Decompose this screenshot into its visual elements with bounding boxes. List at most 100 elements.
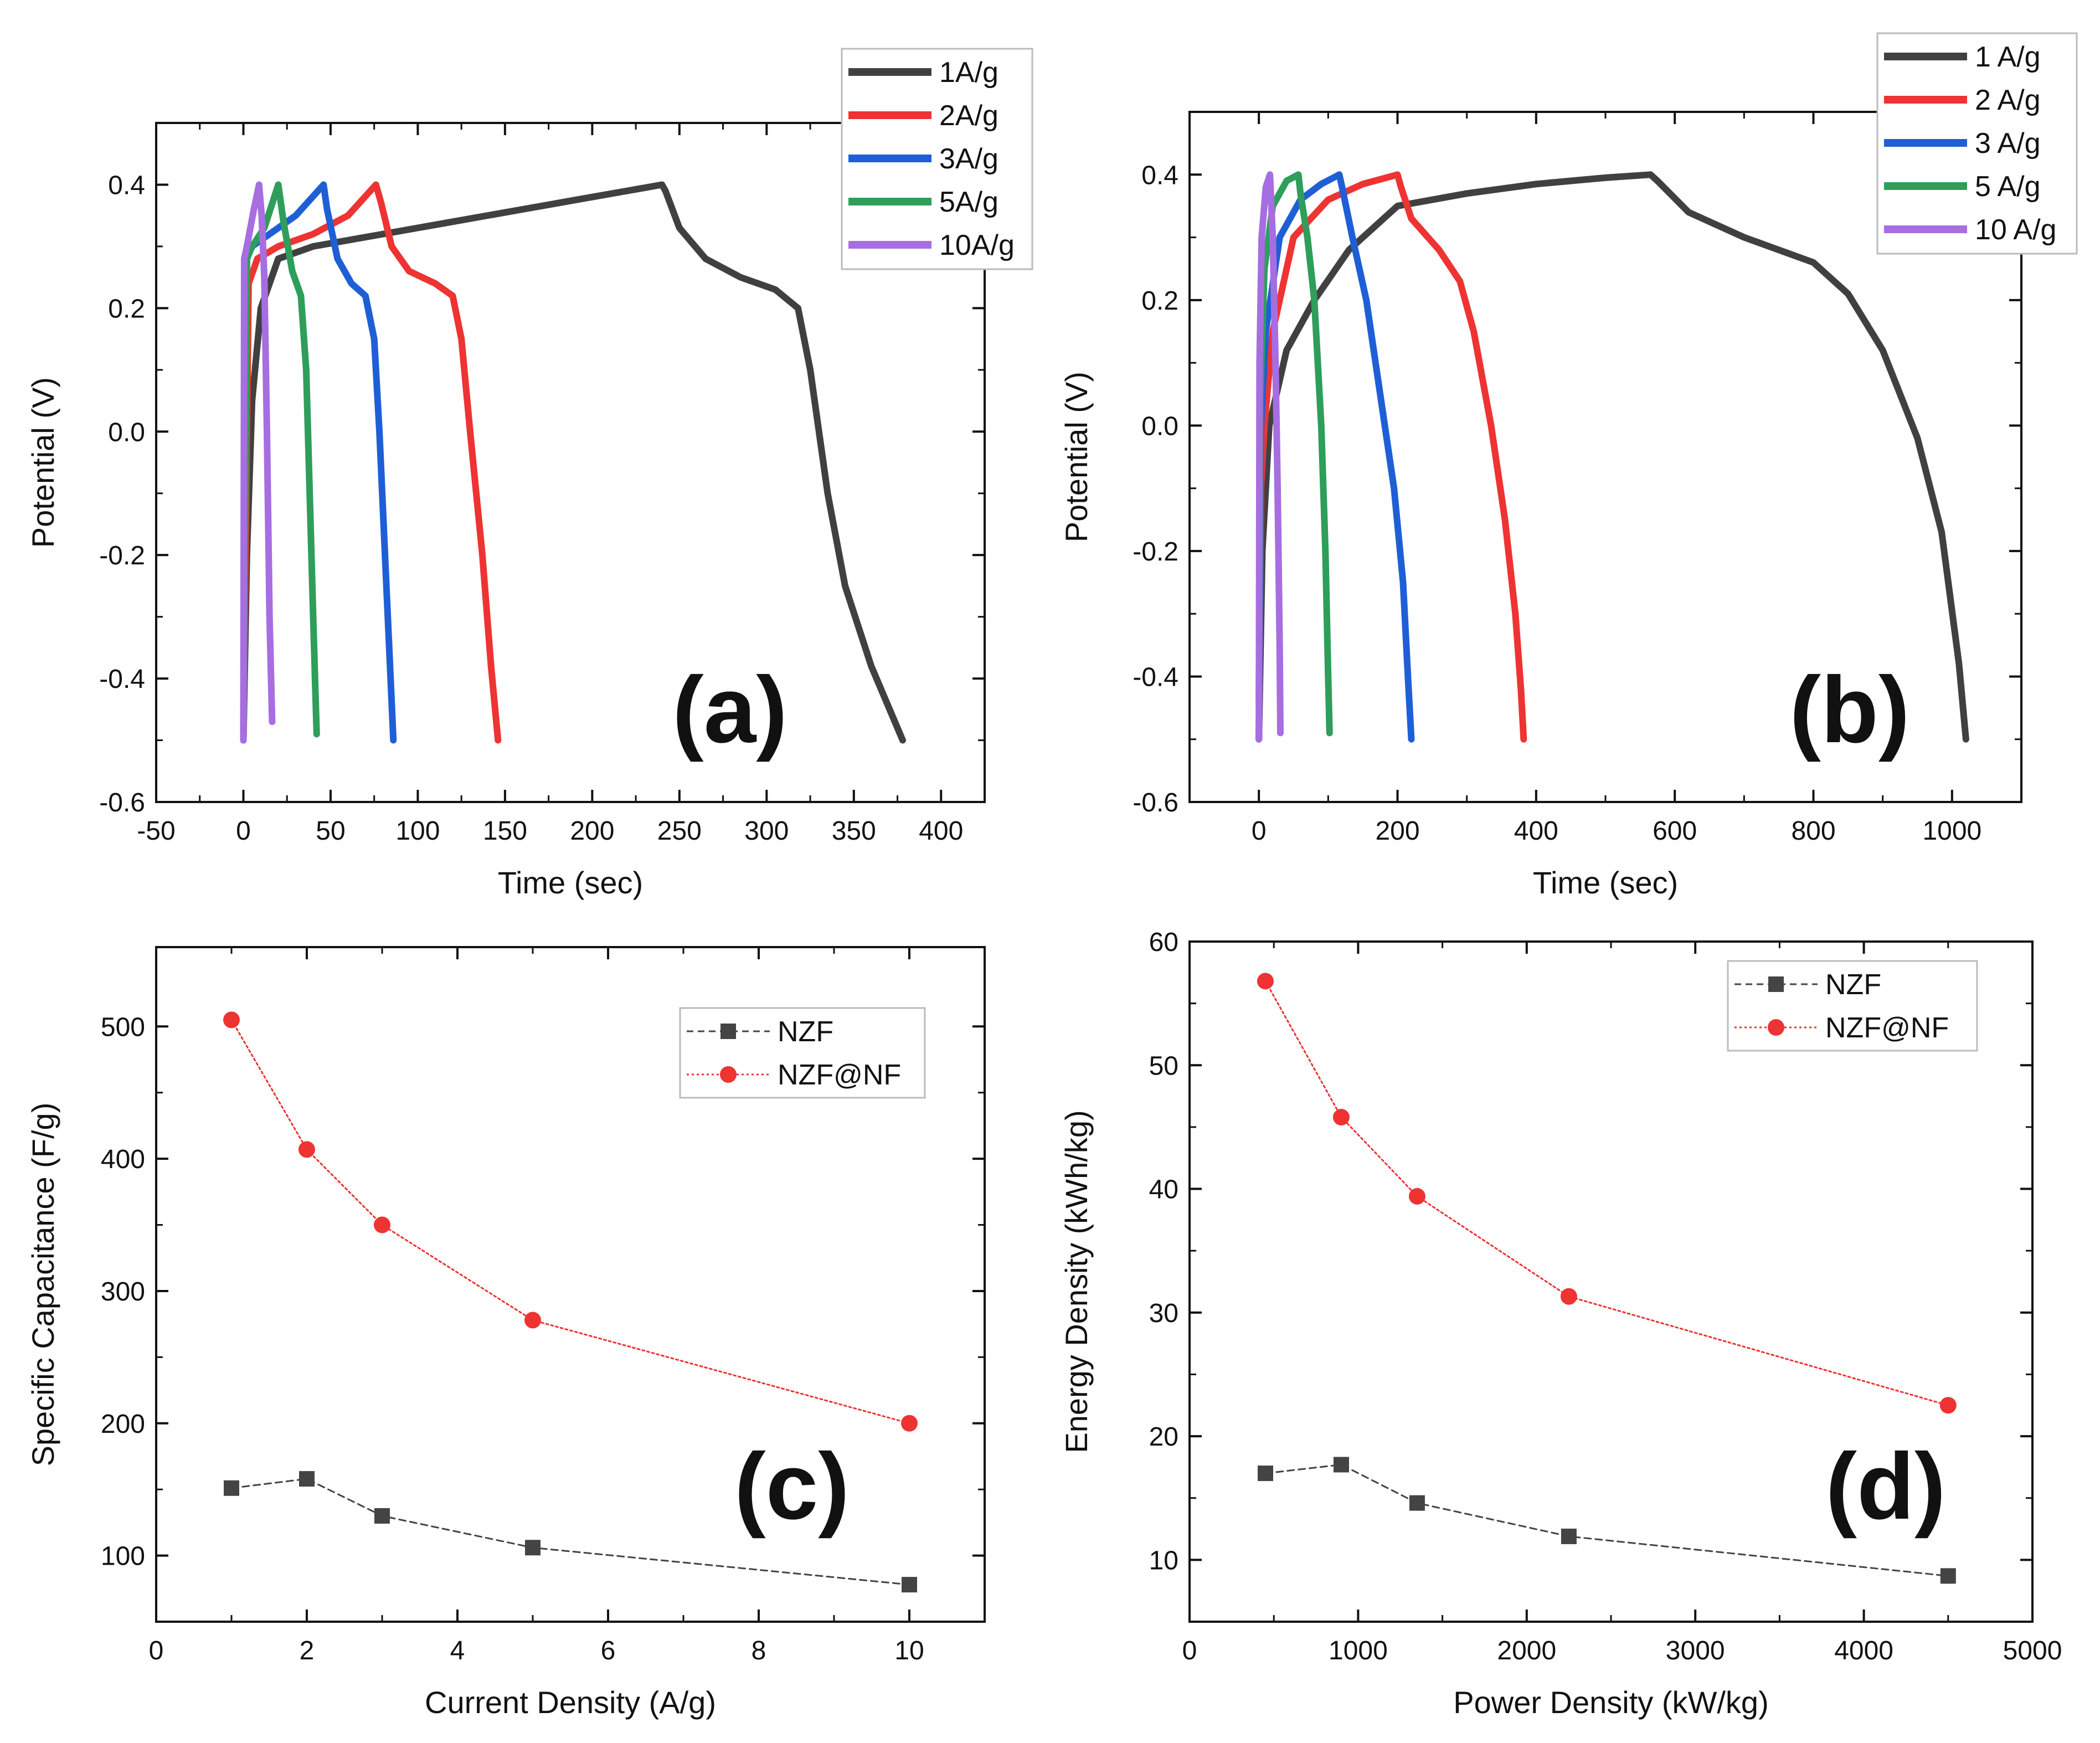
series-line <box>240 181 276 744</box>
x-tick-label: 300 <box>744 816 789 846</box>
legend-label: NZF@NF <box>1825 1012 1949 1044</box>
y-tick-label: 0.2 <box>108 294 145 323</box>
legend-label: NZF@NF <box>778 1059 901 1091</box>
x-tick-label: 3000 <box>1666 1636 1725 1665</box>
data-point <box>1939 1397 1957 1414</box>
x-tick-label: 200 <box>1375 816 1419 846</box>
legend-label: 10 A/g <box>1975 214 2056 246</box>
x-axis-title: Time (sec) <box>1533 865 1678 900</box>
x-tick-label: 600 <box>1653 816 1697 846</box>
series-line <box>240 181 320 744</box>
x-tick-label: 0 <box>1182 1636 1197 1665</box>
y-tick-label: 0.2 <box>1141 286 1178 316</box>
legend-marker <box>720 1024 736 1039</box>
y-tick-label: 0.0 <box>108 418 145 447</box>
series-line <box>1255 171 1284 743</box>
x-axis-title: Power Density (kW/kg) <box>1453 1685 1768 1720</box>
y-axis-title: Potential (V) <box>1059 372 1094 542</box>
panel-label: (d) <box>1825 1434 1945 1539</box>
series-line <box>1255 171 1969 743</box>
panel-a: -50 0 50 100 150 200 250 300 350 400 -0.6 -0.4 -0.2 0… <box>25 48 1033 900</box>
y-tick-label: -0.6 <box>99 788 145 817</box>
y-tick-label: -0.2 <box>99 541 145 570</box>
data-point <box>902 1577 917 1593</box>
data-point <box>298 1141 315 1158</box>
y-tick-label: -0.4 <box>1133 662 1178 692</box>
x-tick-label: 4000 <box>1834 1636 1893 1665</box>
plot-frame <box>155 122 986 803</box>
legend: 1A/g 2A/g 3A/g 5A/g 10A/g <box>841 48 1033 270</box>
x-tick-label: 4 <box>450 1636 465 1665</box>
x-tick-label: 0 <box>1252 816 1267 846</box>
panel-d: 0 1000 2000 3000 4000 5000 10 20 30 40 50 60 Power D… <box>1059 928 2062 1720</box>
y-tick-label: 20 <box>1149 1422 1178 1452</box>
x-tick-label: 150 <box>483 816 527 846</box>
x-tick-label: 0 <box>149 1636 164 1665</box>
y-tick-label: 400 <box>101 1145 145 1174</box>
y-tick-label: 50 <box>1149 1051 1178 1081</box>
x-tick-label: 400 <box>1514 816 1558 846</box>
x-axis-title: Time (sec) <box>498 865 643 900</box>
series-line <box>240 181 906 744</box>
y-tick-label: 0.4 <box>108 171 145 200</box>
x-tick-label: 6 <box>601 1636 616 1665</box>
x-tick-label: 400 <box>919 816 963 846</box>
x-tick-label: 1000 <box>1922 816 1981 846</box>
y-tick-label: 300 <box>101 1277 145 1307</box>
data-point <box>1332 1109 1350 1126</box>
data-point <box>1257 1466 1273 1482</box>
legend: NZF NZF@NF <box>1727 960 1978 1052</box>
legend-label: NZF <box>1825 969 1881 1001</box>
data-point <box>223 1011 240 1029</box>
legend-marker <box>720 1066 737 1083</box>
y-tick-label: -0.4 <box>99 665 145 694</box>
x-tick-label: -50 <box>137 816 175 846</box>
y-tick-label: -0.2 <box>1133 537 1178 567</box>
y-tick-label: 30 <box>1149 1299 1178 1328</box>
x-tick-label: 8 <box>752 1636 766 1665</box>
y-axis-title: Specific Capacitance (F/g) <box>25 1103 60 1467</box>
legend-box <box>679 1007 926 1099</box>
data-point <box>374 1508 390 1524</box>
x-axis-title: Current Density (A/g) <box>425 1685 716 1720</box>
legend-label: 1A/g <box>939 56 998 89</box>
x-tick-label: 1000 <box>1329 1636 1388 1665</box>
data-point <box>1940 1568 1956 1584</box>
x-tick-label: 350 <box>832 816 876 846</box>
panel-c: 0 2 4 6 8 10 100 200 300 400 500 Current Density (A… <box>25 946 986 1720</box>
data-point <box>1560 1288 1577 1305</box>
legend-label: 3A/g <box>939 143 998 175</box>
data-point <box>1333 1457 1349 1473</box>
data-point <box>1408 1187 1425 1205</box>
legend-label: 5 A/g <box>1975 171 2041 203</box>
legend: 1 A/g 2 A/g 3 A/g 5 A/g 10 A/g <box>1876 32 2078 255</box>
data-point <box>1561 1528 1577 1544</box>
legend-label: 10A/g <box>939 229 1015 261</box>
data-point <box>525 1540 541 1556</box>
x-tick-label: 200 <box>570 816 614 846</box>
series-line <box>1255 171 1527 743</box>
y-axis-title: Energy Density (kWh/kg) <box>1059 1110 1094 1453</box>
x-tick-label: 2 <box>300 1636 315 1665</box>
panel-label: (b) <box>1789 657 1909 763</box>
data-point <box>224 1480 239 1496</box>
y-tick-label: 10 <box>1149 1546 1178 1575</box>
series-line <box>240 181 502 744</box>
legend-label: 3 A/g <box>1975 127 2041 160</box>
data-point <box>901 1415 918 1432</box>
x-tick-label: 5000 <box>2003 1636 2062 1665</box>
y-tick-label: -0.6 <box>1133 788 1178 817</box>
legend-marker <box>1768 976 1784 992</box>
y-tick-label: 0.0 <box>1141 412 1178 441</box>
legend-box <box>1727 960 1978 1052</box>
x-tick-label: 250 <box>657 816 702 846</box>
legend-label: 5A/g <box>939 186 998 218</box>
data-point <box>1409 1495 1425 1511</box>
y-tick-label: 60 <box>1149 928 1178 957</box>
panel-label: (a) <box>672 657 787 763</box>
panel-b: 0 200 400 600 800 1000 -0.6 -0.4 -0.2 0.0 0.2 0.4 Ti… <box>1059 32 2078 900</box>
legend: NZF NZF@NF <box>679 1007 926 1099</box>
legend-label: 2 A/g <box>1975 84 2041 116</box>
legend-marker <box>1768 1019 1784 1036</box>
